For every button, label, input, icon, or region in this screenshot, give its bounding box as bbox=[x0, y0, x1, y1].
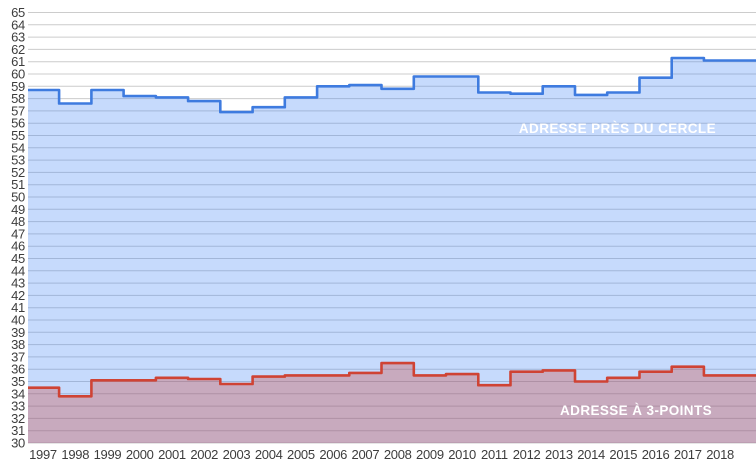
svg-text:40: 40 bbox=[11, 313, 25, 328]
svg-text:45: 45 bbox=[11, 251, 25, 266]
svg-text:41: 41 bbox=[11, 300, 25, 315]
svg-text:55: 55 bbox=[11, 128, 25, 143]
series-1 bbox=[28, 361, 756, 443]
svg-text:2013: 2013 bbox=[545, 447, 573, 462]
svg-text:54: 54 bbox=[11, 140, 25, 155]
svg-text:34: 34 bbox=[11, 386, 25, 401]
svg-text:32: 32 bbox=[11, 411, 25, 426]
svg-text:57: 57 bbox=[11, 103, 25, 118]
svg-text:2005: 2005 bbox=[287, 447, 315, 462]
svg-text:2001: 2001 bbox=[158, 447, 186, 462]
svg-text:2015: 2015 bbox=[609, 447, 637, 462]
svg-text:49: 49 bbox=[11, 202, 25, 217]
svg-text:60: 60 bbox=[11, 67, 25, 82]
svg-text:2009: 2009 bbox=[416, 447, 444, 462]
svg-text:50: 50 bbox=[11, 190, 25, 205]
svg-text:63: 63 bbox=[11, 30, 25, 45]
svg-text:2002: 2002 bbox=[190, 447, 218, 462]
svg-text:53: 53 bbox=[11, 153, 25, 168]
series-label-adresse-a-3-points: ADRESSE À 3-POINTS bbox=[560, 403, 712, 418]
svg-text:52: 52 bbox=[11, 165, 25, 180]
svg-text:42: 42 bbox=[11, 288, 25, 303]
svg-text:47: 47 bbox=[11, 226, 25, 241]
svg-text:1998: 1998 bbox=[61, 447, 89, 462]
svg-text:62: 62 bbox=[11, 42, 25, 57]
svg-text:31: 31 bbox=[11, 423, 25, 438]
svg-text:56: 56 bbox=[11, 116, 25, 131]
svg-text:64: 64 bbox=[11, 17, 25, 32]
svg-text:2006: 2006 bbox=[319, 447, 347, 462]
svg-text:2011: 2011 bbox=[481, 447, 508, 462]
svg-text:1997: 1997 bbox=[29, 447, 57, 462]
svg-text:1999: 1999 bbox=[94, 447, 122, 462]
series-0 bbox=[28, 56, 756, 443]
svg-text:38: 38 bbox=[11, 337, 25, 352]
svg-text:2018: 2018 bbox=[706, 447, 734, 462]
svg-text:2004: 2004 bbox=[255, 447, 283, 462]
svg-text:2017: 2017 bbox=[674, 447, 702, 462]
svg-text:2012: 2012 bbox=[513, 447, 541, 462]
svg-text:30: 30 bbox=[11, 436, 25, 451]
svg-text:2003: 2003 bbox=[223, 447, 251, 462]
svg-text:65: 65 bbox=[11, 5, 25, 20]
series-label-adresse-pres-du-cercle: ADRESSE PRÈS DU CERCLE bbox=[518, 121, 716, 136]
svg-text:2010: 2010 bbox=[448, 447, 476, 462]
svg-text:48: 48 bbox=[11, 214, 25, 229]
svg-text:36: 36 bbox=[11, 362, 25, 377]
svg-text:61: 61 bbox=[11, 54, 25, 69]
svg-text:33: 33 bbox=[11, 399, 25, 414]
svg-text:2008: 2008 bbox=[384, 447, 412, 462]
x-axis-labels: 1997 1998 1999 2000 2001 2002 2003 2004 2005 2006… bbox=[29, 447, 734, 462]
svg-text:2007: 2007 bbox=[352, 447, 380, 462]
svg-text:2016: 2016 bbox=[642, 447, 670, 462]
svg-text:59: 59 bbox=[11, 79, 25, 94]
y-axis-labels: 3031323334353637383940414243444546474849… bbox=[11, 5, 25, 451]
svg-text:37: 37 bbox=[11, 349, 25, 364]
svg-text:58: 58 bbox=[11, 91, 25, 106]
svg-text:35: 35 bbox=[11, 374, 25, 389]
svg-text:44: 44 bbox=[11, 263, 25, 278]
svg-text:51: 51 bbox=[11, 177, 25, 192]
svg-text:46: 46 bbox=[11, 239, 25, 254]
svg-text:2000: 2000 bbox=[126, 447, 154, 462]
svg-text:43: 43 bbox=[11, 276, 25, 291]
svg-text:2014: 2014 bbox=[577, 447, 605, 462]
svg-text:39: 39 bbox=[11, 325, 25, 340]
